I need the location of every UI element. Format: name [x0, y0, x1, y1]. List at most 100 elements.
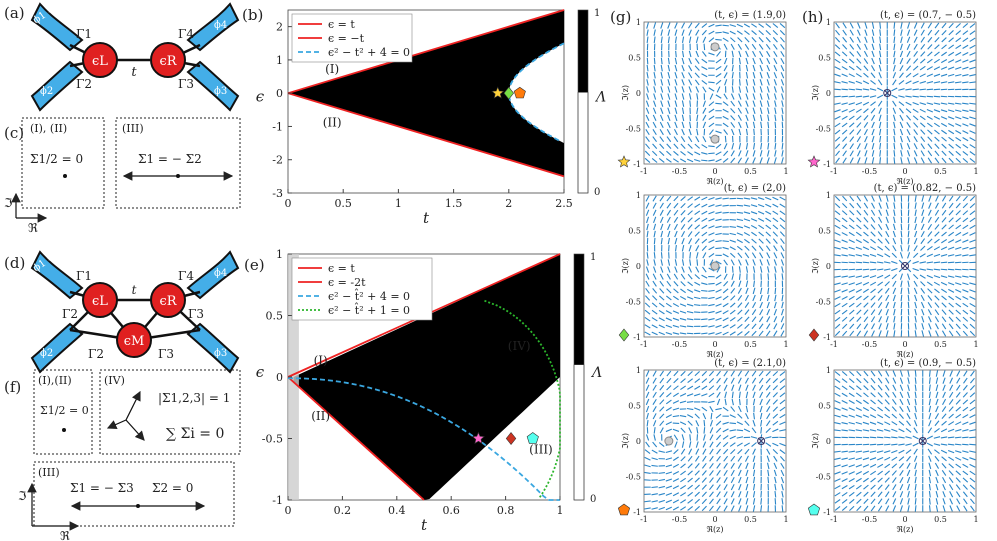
- field-arrow: [869, 95, 877, 98]
- field-arrow: [933, 66, 941, 71]
- field-arrow: [644, 316, 651, 322]
- field-arrow: [736, 239, 743, 244]
- legend-entry: ϵ = t: [328, 262, 355, 275]
- field-arrow: [891, 436, 898, 439]
- field-arrow: [736, 23, 743, 28]
- field-arrow: [848, 239, 855, 244]
- field-arrow: [920, 157, 925, 164]
- field-arrow: [848, 95, 855, 98]
- field-arrow: [935, 195, 939, 202]
- field-arrow: [862, 95, 870, 98]
- field-arrow: [701, 332, 708, 335]
- field-arrow: [660, 230, 664, 238]
- field-arrow: [687, 484, 694, 490]
- field-arrow: [906, 413, 911, 420]
- field-arrow: [773, 43, 778, 50]
- field-arrow: [659, 384, 665, 391]
- field-arrow: [680, 195, 686, 202]
- field-arrow: [955, 484, 961, 491]
- field-arrow: [834, 129, 841, 135]
- field-arrow: [834, 506, 841, 511]
- field-arrow: [884, 421, 891, 426]
- field-arrow: [708, 289, 715, 292]
- field-arrow: [660, 86, 664, 93]
- field-arrow: [701, 29, 707, 36]
- field-arrow: [723, 477, 728, 484]
- field-arrow: [722, 122, 729, 128]
- lead-4: [186, 2, 240, 52]
- colorbar-bottom: [573, 364, 585, 501]
- field-arrow: [715, 73, 722, 78]
- field-arrow: [731, 273, 735, 280]
- field-arrow: [955, 246, 962, 250]
- field-arrow: [927, 129, 933, 135]
- field-arrow: [907, 370, 910, 377]
- field-arrow: [849, 122, 855, 128]
- field-arrow: [666, 209, 672, 216]
- field-arrow: [765, 370, 771, 377]
- field-arrow: [751, 442, 757, 448]
- field-arrow: [672, 492, 680, 497]
- field-y-tick: -1: [823, 160, 831, 169]
- field-arrow: [772, 442, 779, 447]
- field-arrow: [863, 115, 869, 121]
- field-arrow: [893, 121, 896, 129]
- field-y-tick: 0.5: [628, 402, 641, 411]
- field-arrow: [765, 391, 771, 398]
- field-arrow: [884, 391, 890, 398]
- y-tick-label: -0.5: [262, 433, 283, 446]
- field-arrow: [688, 65, 693, 72]
- field-arrow: [912, 80, 919, 84]
- field-arrow: [948, 239, 955, 244]
- field-arrow: [745, 100, 749, 107]
- field-arrow: [672, 506, 680, 511]
- field-arrow: [928, 420, 932, 427]
- field-arrow: [681, 121, 685, 129]
- field-arrow: [941, 238, 948, 244]
- field-arrow: [969, 44, 976, 49]
- field-arrow: [737, 37, 743, 43]
- field-arrow: [933, 122, 940, 128]
- field-arrow: [716, 398, 721, 406]
- field-arrow: [857, 22, 861, 29]
- field-arrow: [674, 57, 678, 65]
- field-arrow: [841, 81, 848, 84]
- field-arrow: [730, 280, 735, 287]
- field-arrow: [948, 413, 954, 419]
- field-arrow: [667, 79, 671, 86]
- vector-field-g3: -1 -0.5 0 0.5 1-1-0.500.51ℜ(z)ℑ(z)(t, ϵ) = (…: [617, 358, 789, 534]
- field-arrow: [920, 129, 926, 135]
- field-arrow: [934, 449, 940, 455]
- field-arrow: [759, 384, 764, 391]
- field-arrow: [651, 157, 658, 163]
- field-arrow: [834, 239, 841, 243]
- field-arrow: [877, 238, 883, 244]
- field-arrow: [919, 73, 926, 78]
- field-arrow: [766, 50, 771, 57]
- field-arrow: [651, 457, 658, 461]
- field-arrow: [702, 413, 707, 420]
- dot-R: [150, 42, 186, 78]
- field-arrow: [681, 259, 685, 266]
- field-arrow: [834, 400, 841, 404]
- field-arrow: [863, 370, 869, 377]
- field-arrow: [674, 114, 678, 122]
- field-arrow: [927, 448, 933, 455]
- field-arrow: [962, 23, 969, 29]
- field-arrow: [947, 116, 955, 120]
- field-arrow: [962, 195, 968, 202]
- field-arrow: [877, 392, 883, 398]
- field-arrow: [773, 469, 777, 477]
- field-arrow: [969, 477, 976, 483]
- field-arrow: [935, 398, 939, 406]
- field-arrow: [848, 498, 855, 504]
- field-arrow: [940, 109, 948, 113]
- field-arrow: [962, 429, 969, 432]
- field-arrow: [841, 254, 848, 257]
- field-arrow: [955, 302, 962, 308]
- field-arrow: [855, 464, 863, 468]
- field-arrow: [660, 223, 664, 231]
- colorbar-label: Λ: [590, 365, 602, 381]
- field-arrow: [672, 463, 680, 468]
- field-arrow: [940, 81, 948, 84]
